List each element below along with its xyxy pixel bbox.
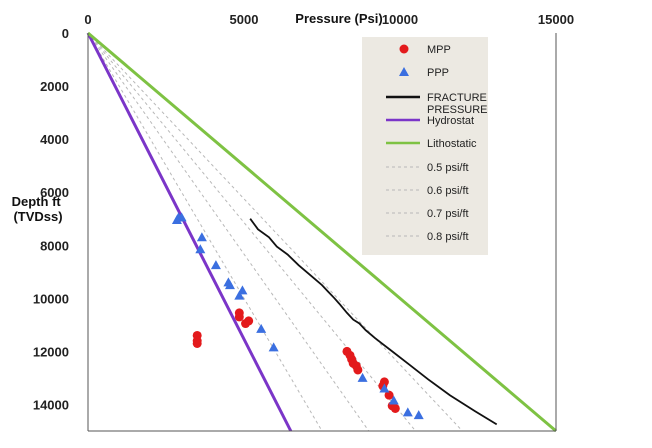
- legend-item-0-7-psi-ft: 0.7 psi/ft: [386, 208, 469, 220]
- y-tick-label: 14000: [33, 397, 69, 412]
- legend-label: 0.5 psi/ft: [427, 162, 469, 174]
- data-point-mpp: [192, 338, 202, 348]
- legend-marker: [399, 67, 409, 76]
- legend-item-0-5-psi-ft: 0.5 psi/ft: [386, 162, 469, 174]
- legend-item-0-6-psi-ft: 0.6 psi/ft: [386, 185, 469, 197]
- legend-label: Hydrostat: [427, 115, 474, 127]
- series-line-0-7-psi-ft: [87, 32, 416, 432]
- data-point-ppp: [196, 232, 207, 242]
- data-point-ppp: [402, 407, 413, 417]
- data-point-mpp: [244, 316, 254, 326]
- x-tick-label: 10000: [382, 12, 418, 27]
- data-point-mpp: [390, 403, 400, 413]
- series-line-0-6-psi-ft: [87, 32, 370, 432]
- data-point-ppp: [388, 395, 399, 405]
- legend-item-lithostatic: Lithostatic: [386, 138, 477, 150]
- data-point-ppp: [268, 342, 279, 352]
- data-point-ppp: [413, 410, 424, 420]
- legend-label: 0.6 psi/ft: [427, 185, 469, 197]
- y-tick-label: 10000: [33, 291, 69, 306]
- legend-item-ppp: PPP: [399, 67, 449, 79]
- plot-points: [171, 212, 424, 420]
- data-point-ppp: [224, 280, 235, 290]
- y-tick-label: 6000: [40, 185, 69, 200]
- data-point-ppp: [210, 260, 221, 270]
- series-line-0-5-psi-ft: [87, 32, 323, 432]
- y-tick-label: 2000: [40, 79, 69, 94]
- data-point-mpp: [234, 312, 244, 322]
- y-tick-label: 12000: [33, 344, 69, 359]
- series-line-0-8-psi-ft: [87, 32, 463, 432]
- legend-label: MPP: [427, 44, 451, 56]
- data-point-ppp: [379, 383, 390, 393]
- y-axis-title-line-2: (TVDss): [13, 209, 62, 224]
- legend-label: 0.8 psi/ft: [427, 231, 469, 243]
- x-axis-tick-labels: 0 5000 10000 15000: [84, 12, 574, 27]
- legend-label: 0.7 psi/ft: [427, 208, 469, 220]
- legend-item-hydrostat: Hydrostat: [386, 115, 474, 127]
- legend-box: [362, 37, 488, 255]
- legend-item-0-8-psi-ft: 0.8 psi/ft: [386, 231, 469, 243]
- x-tick-label: 5000: [230, 12, 259, 27]
- plot-frame: [87, 33, 557, 432]
- x-tick-label: 15000: [538, 12, 574, 27]
- series-line-hydrostat: [86, 32, 293, 432]
- x-axis-title: Pressure (Psi): [295, 11, 382, 26]
- y-tick-label: 0: [62, 26, 69, 41]
- y-axis-tick-labels: 0 2000 4000 6000 8000 10000 12000 14000: [33, 26, 69, 412]
- legend-item-fracture-pressure: FRACTURE PRESSURE: [386, 92, 488, 116]
- data-point-ppp: [234, 290, 245, 300]
- series-line-fracture-pressure: [249, 218, 498, 426]
- legend-label: FRACTURE PRESSURE: [427, 92, 488, 116]
- legend-label: Lithostatic: [427, 138, 477, 150]
- legend-label: PPP: [427, 67, 449, 79]
- x-tick-label: 0: [84, 12, 91, 27]
- legend-marker: [399, 44, 409, 54]
- plot-lines: [86, 31, 557, 433]
- data-point-ppp: [357, 372, 368, 382]
- y-axis-title: Depth ft (TVDss): [12, 194, 65, 224]
- y-tick-label: 4000: [40, 132, 69, 147]
- y-tick-label: 8000: [40, 238, 69, 253]
- data-point-ppp: [171, 215, 182, 225]
- series-line-lithostatic: [87, 31, 557, 433]
- legend-item-mpp: MPP: [399, 44, 451, 56]
- data-point-mpp: [384, 390, 394, 400]
- data-point-ppp: [195, 244, 206, 254]
- data-point-mpp: [353, 365, 363, 375]
- y-axis-title-line-1: Depth ft: [12, 194, 62, 209]
- data-point-ppp: [256, 323, 267, 333]
